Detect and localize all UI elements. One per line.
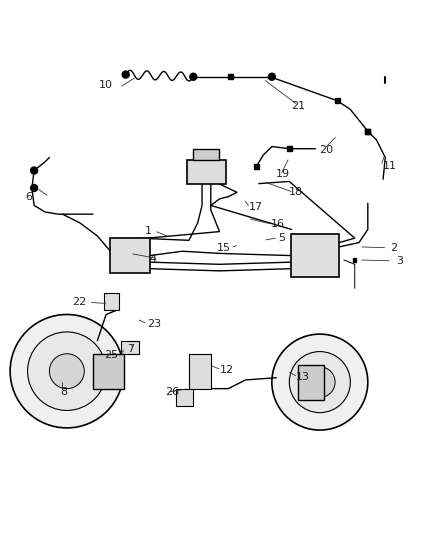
Bar <box>93 354 123 389</box>
Circle shape <box>10 314 123 428</box>
Bar <box>188 354 210 389</box>
Bar <box>121 341 138 354</box>
Circle shape <box>268 73 275 80</box>
Bar <box>291 234 339 277</box>
Bar <box>286 146 291 151</box>
Bar <box>352 258 356 262</box>
Bar <box>334 98 339 103</box>
Text: 25: 25 <box>104 351 118 360</box>
Circle shape <box>304 367 334 398</box>
Text: 11: 11 <box>382 161 396 171</box>
Bar <box>364 128 370 134</box>
Text: 8: 8 <box>60 387 67 397</box>
Circle shape <box>49 354 84 389</box>
Text: 21: 21 <box>291 101 305 111</box>
Text: 20: 20 <box>318 144 332 155</box>
Bar <box>110 238 149 273</box>
Circle shape <box>28 332 106 410</box>
Text: 22: 22 <box>72 297 86 307</box>
Text: 15: 15 <box>216 243 230 253</box>
Text: 5: 5 <box>278 233 285 243</box>
Text: 17: 17 <box>249 202 263 212</box>
Bar <box>297 365 323 400</box>
Circle shape <box>289 352 350 413</box>
Bar <box>227 74 233 79</box>
Circle shape <box>271 334 367 430</box>
Text: 4: 4 <box>149 254 156 264</box>
Text: 12: 12 <box>219 365 233 375</box>
Text: 3: 3 <box>395 256 402 266</box>
Text: 16: 16 <box>270 219 284 229</box>
Bar <box>186 159 226 183</box>
Text: 18: 18 <box>289 187 303 197</box>
Circle shape <box>31 167 38 174</box>
Text: 13: 13 <box>295 372 309 382</box>
Text: 23: 23 <box>147 319 161 329</box>
Circle shape <box>122 71 129 78</box>
Text: 2: 2 <box>390 243 397 253</box>
Bar <box>176 389 193 406</box>
Text: 10: 10 <box>99 80 113 91</box>
Circle shape <box>189 73 196 80</box>
Circle shape <box>31 184 38 191</box>
Text: 1: 1 <box>145 226 152 236</box>
Bar <box>193 149 219 159</box>
Text: 7: 7 <box>127 344 134 354</box>
Text: 19: 19 <box>275 169 289 179</box>
Bar <box>364 128 370 134</box>
Text: 26: 26 <box>165 387 179 397</box>
Bar <box>254 164 258 169</box>
Bar <box>104 293 119 310</box>
Text: 6: 6 <box>25 192 32 201</box>
